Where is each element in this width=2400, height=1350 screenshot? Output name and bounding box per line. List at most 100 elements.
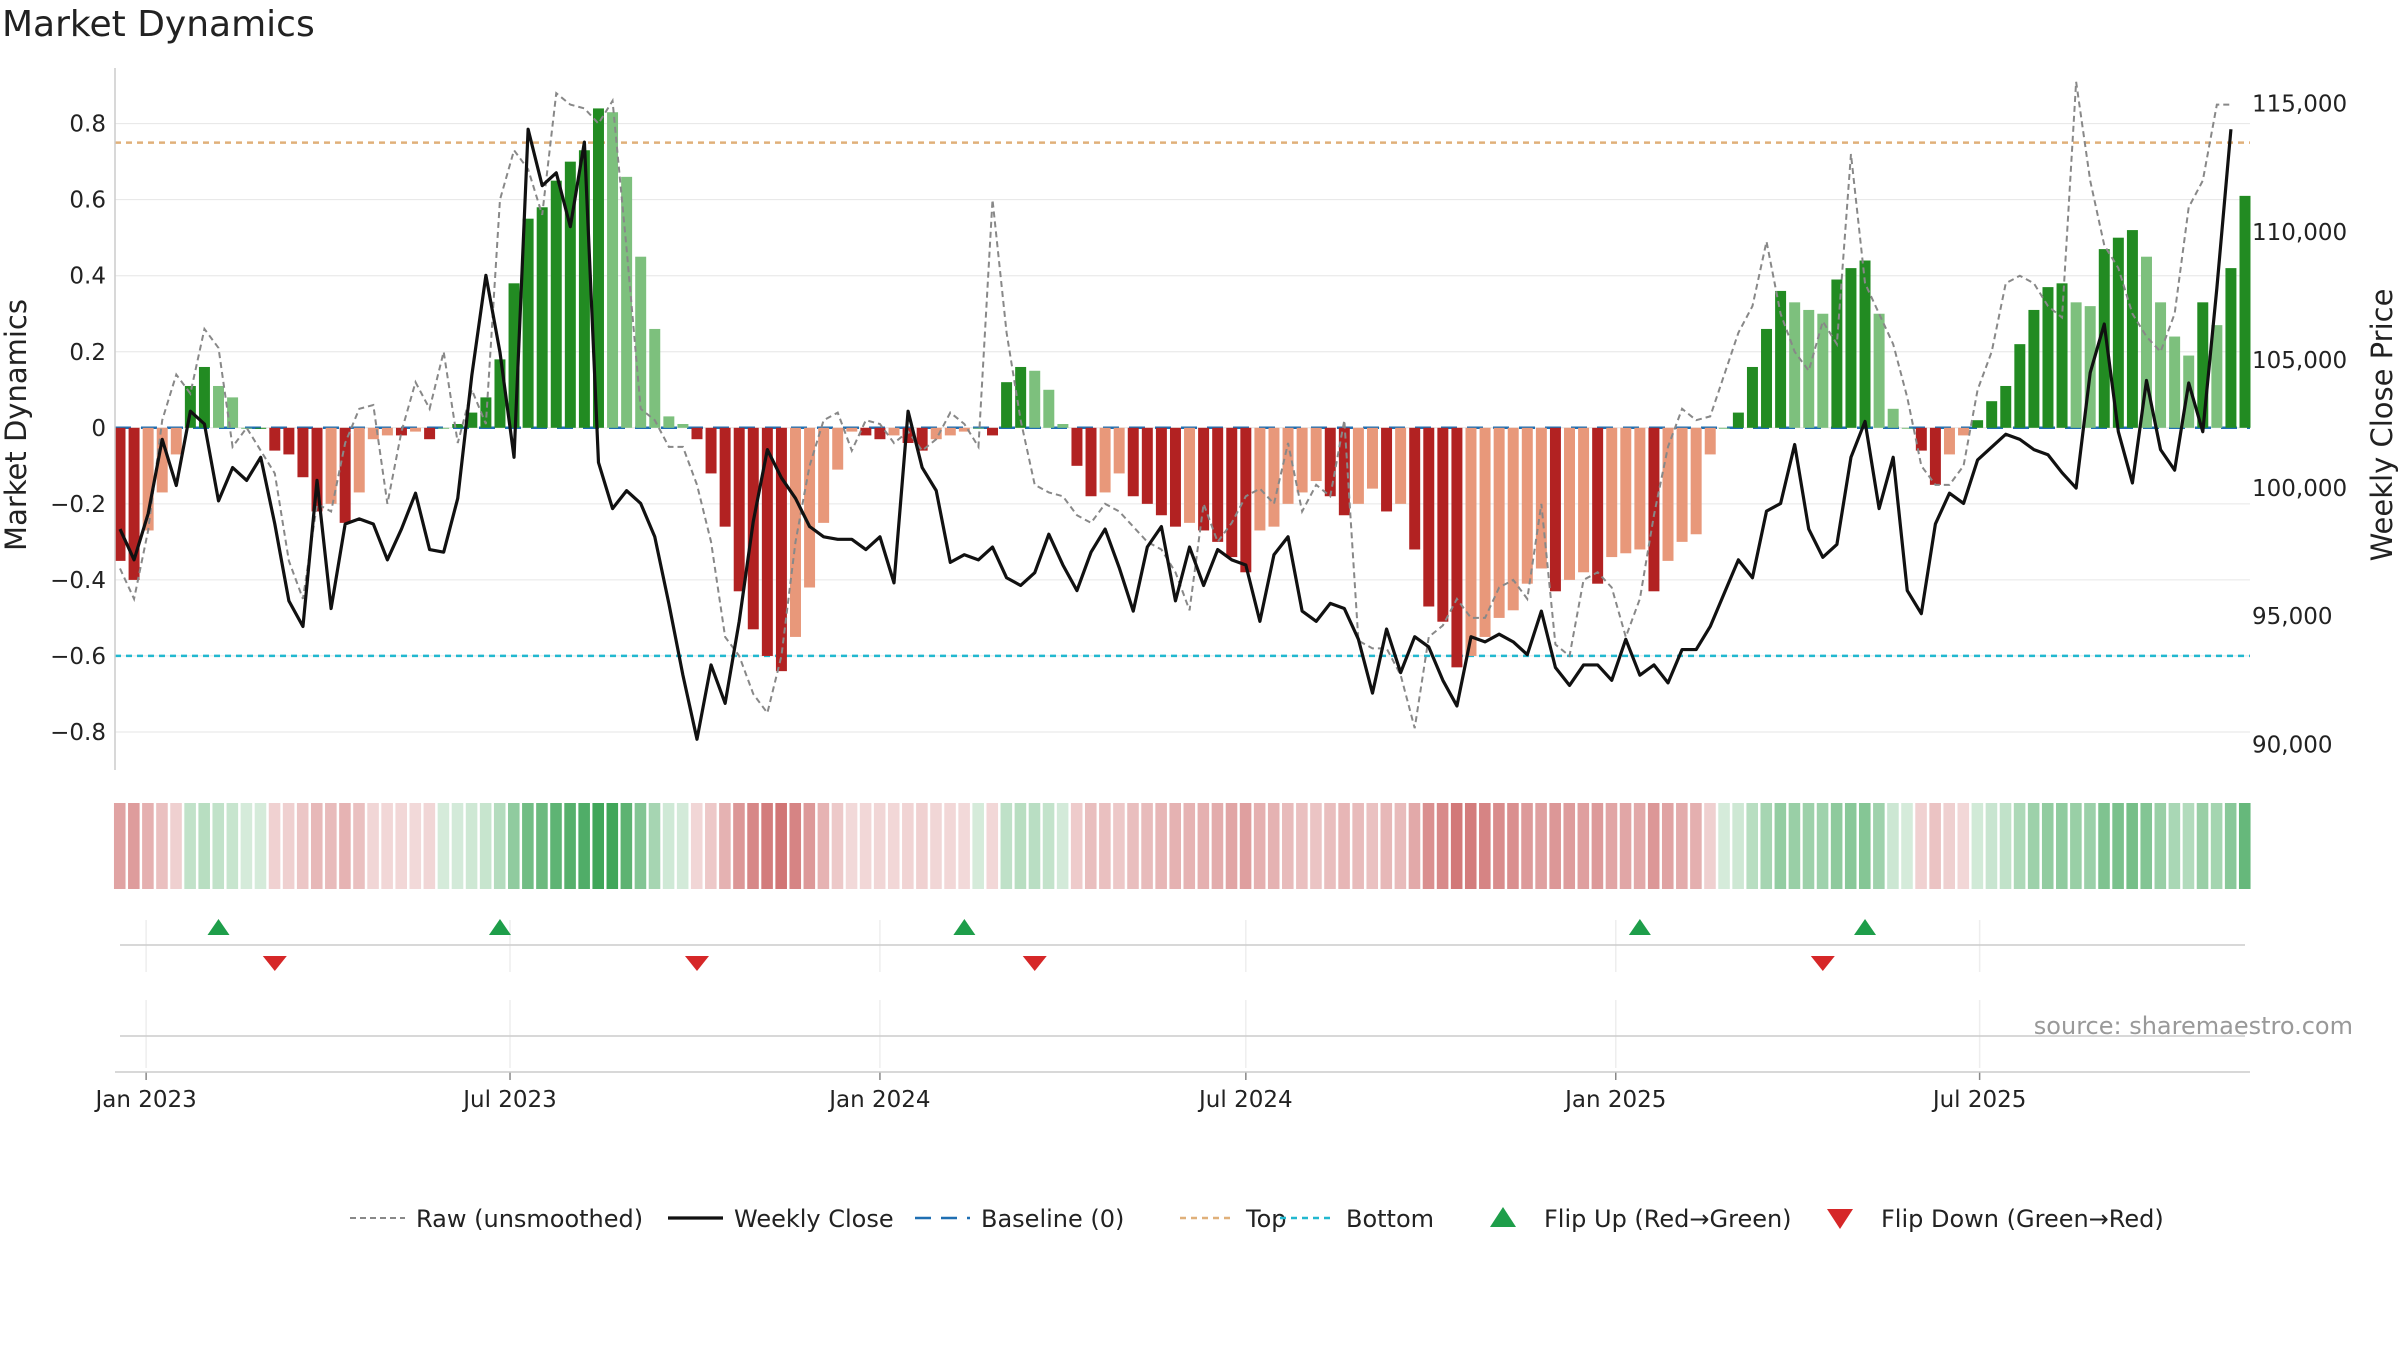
bar <box>1732 412 1744 428</box>
heat-cell <box>1788 803 1801 889</box>
bar <box>184 385 196 428</box>
heat-cell <box>2070 803 2082 889</box>
heat-cell <box>2182 803 2195 889</box>
bar <box>1198 427 1210 531</box>
bar <box>1817 313 1829 428</box>
heat-cell <box>522 803 534 889</box>
bar <box>1493 427 1505 618</box>
heat-cell <box>1858 803 1871 889</box>
bar <box>846 427 858 432</box>
heat-cell <box>1479 803 1491 889</box>
bar <box>860 427 872 436</box>
heat-cell <box>254 803 267 889</box>
bar <box>1029 370 1041 428</box>
bar <box>1465 427 1477 656</box>
heat-cell <box>381 803 393 889</box>
flip-up-marker <box>953 919 976 935</box>
bar <box>2084 306 2096 428</box>
heat-cell <box>887 803 900 889</box>
bar <box>1901 427 1913 429</box>
legend-label: Raw (unsmoothed) <box>416 1205 643 1233</box>
y2-tick-label: 100,000 <box>2252 476 2347 502</box>
heat-cell <box>747 803 759 889</box>
bar <box>1929 427 1941 485</box>
bar <box>1226 427 1238 558</box>
bar <box>1169 427 1181 527</box>
bar <box>1437 427 1449 622</box>
raw-series <box>119 81 2231 729</box>
heat-cell <box>1239 803 1252 889</box>
bar <box>1015 366 1027 428</box>
heat-cell <box>2196 803 2209 889</box>
heat-cell <box>1901 803 1913 889</box>
heat-cell <box>128 803 140 889</box>
bar <box>1043 389 1055 428</box>
bar <box>1395 427 1407 504</box>
bar <box>1254 427 1266 531</box>
bar <box>2056 283 2068 428</box>
bar <box>1366 427 1378 489</box>
bar <box>1310 427 1322 482</box>
heat-cell <box>2112 803 2124 889</box>
bar <box>1972 420 1984 428</box>
heat-cell <box>2238 803 2251 889</box>
bar <box>691 427 703 440</box>
bar <box>649 328 661 428</box>
heat-cell <box>1774 803 1787 889</box>
heat-cell <box>930 803 942 889</box>
bar <box>972 427 984 429</box>
heat-cell <box>958 803 970 889</box>
heat-cell <box>240 803 253 889</box>
heat-cell <box>2210 803 2223 889</box>
bar <box>2028 309 2040 428</box>
heat-cell <box>1380 803 1393 889</box>
bar <box>1113 427 1125 474</box>
heat-cell <box>2084 803 2096 889</box>
heat-cell <box>1732 803 1744 889</box>
bar <box>395 427 407 436</box>
heat-cell <box>972 803 984 889</box>
bar <box>790 427 801 637</box>
heat-cell <box>1014 803 1027 889</box>
heat-cell <box>761 803 773 889</box>
bar <box>1240 427 1252 573</box>
y-tick-label: 0.6 <box>69 188 106 214</box>
heat-cell <box>1197 803 1210 889</box>
bar <box>536 207 548 428</box>
heat-cell <box>353 803 365 889</box>
heat-cell <box>184 803 196 889</box>
x-tick-label: Jul 2025 <box>1931 1087 2027 1113</box>
heat-cell <box>648 803 661 889</box>
heat-cell <box>1999 803 2012 889</box>
bar <box>1873 313 1885 428</box>
bar <box>1127 427 1139 497</box>
bar <box>1943 427 1955 455</box>
bar <box>1676 427 1688 542</box>
heat-cell <box>2126 803 2138 889</box>
y2-tick-label: 95,000 <box>2252 604 2332 630</box>
heat-cell <box>1352 803 1364 889</box>
bar <box>283 427 295 455</box>
heat-cell <box>367 803 379 889</box>
heat-cell <box>451 803 464 889</box>
y-tick-label: −0.4 <box>50 568 106 594</box>
heat-cell <box>423 803 436 889</box>
close-series <box>118 127 2233 741</box>
bar <box>170 427 182 455</box>
bar <box>311 427 323 512</box>
heat-cell <box>1605 803 1618 889</box>
legend-label: Weekly Close <box>734 1205 894 1233</box>
heat-cell <box>676 803 689 889</box>
bar <box>198 366 210 428</box>
heat-cell <box>662 803 675 889</box>
heat-cell <box>1408 803 1421 889</box>
heat-cell <box>1591 803 1604 889</box>
heat-cell <box>634 803 647 889</box>
heat-cell <box>2154 803 2167 889</box>
bar <box>1761 328 1773 428</box>
heat-cell <box>1324 803 1336 889</box>
bar <box>550 180 562 428</box>
bar <box>1634 427 1646 550</box>
bar <box>1338 427 1350 516</box>
bar <box>466 412 478 428</box>
